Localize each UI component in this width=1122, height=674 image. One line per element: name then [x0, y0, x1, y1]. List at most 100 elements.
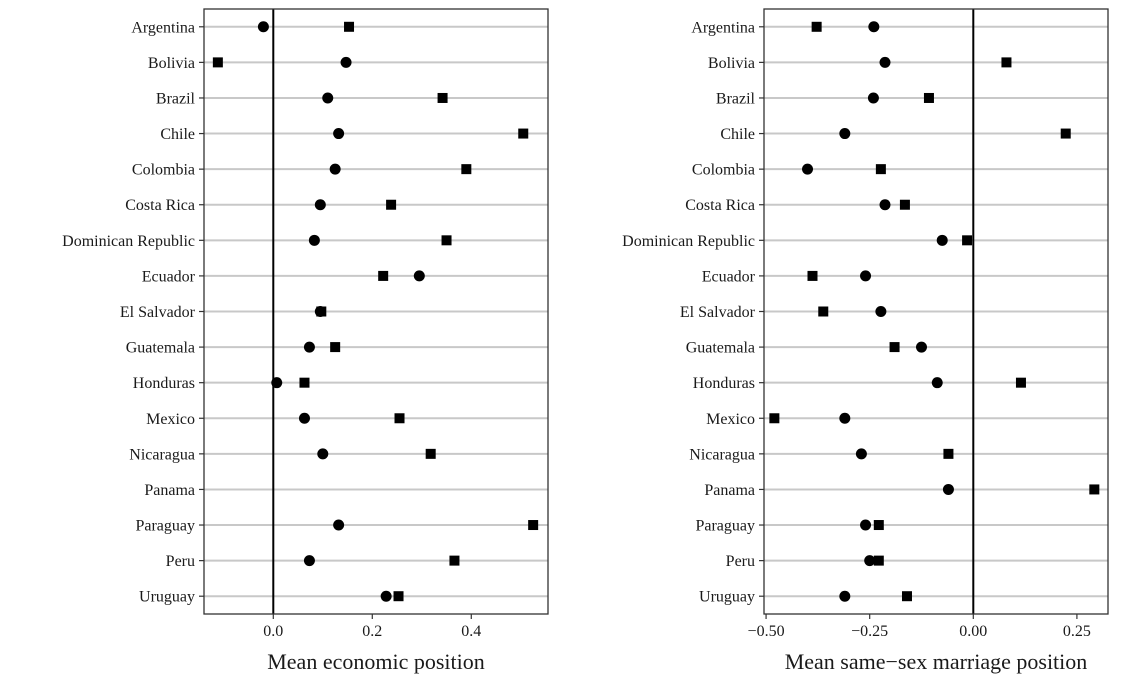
p0-circle-point-nicaragua — [317, 448, 329, 460]
p1-square-point-ecuador — [807, 270, 818, 281]
p1-circle-point-mexico — [839, 412, 851, 424]
p0-square-point-dominican-republic — [441, 235, 452, 246]
p0-x-tick-label-1: 0.2 — [362, 623, 382, 640]
p0-y-tick-label-argentina: Argentina — [131, 19, 195, 36]
p1-circle-point-paraguay — [860, 519, 872, 531]
p0-square-point-costa-rica — [386, 199, 397, 210]
p1-circle-point-ecuador — [860, 270, 872, 282]
p1-y-tick-label-costa-rica: Costa Rica — [685, 197, 755, 214]
p0-circle-point-dominican-republic — [308, 234, 320, 246]
p1-x-axis-title: Mean same−sex marriage position — [785, 649, 1088, 674]
p0-y-tick-label-chile: Chile — [160, 126, 195, 143]
p1-y-tick-label-brazil: Brazil — [716, 90, 756, 107]
p1-x-tick-label-1: −0.25 — [851, 623, 888, 640]
p0-square-point-peru — [449, 555, 460, 566]
p0-y-tick-label-colombia: Colombia — [132, 162, 195, 179]
p0-circle-point-paraguay — [333, 519, 345, 531]
p0-y-tick-label-brazil: Brazil — [156, 90, 196, 107]
p1-circle-point-honduras — [931, 377, 943, 389]
p0-y-tick-label-guatemala: Guatemala — [126, 340, 195, 357]
p1-y-tick-label-colombia: Colombia — [692, 162, 755, 179]
p0-square-point-mexico — [394, 413, 405, 424]
p1-circle-point-costa-rica — [879, 199, 891, 211]
p0-circle-point-honduras — [271, 377, 283, 389]
p1-square-point-chile — [1060, 128, 1071, 139]
p1-y-tick-label-guatemala: Guatemala — [686, 340, 755, 357]
p1-square-point-colombia — [875, 164, 886, 175]
p1-circle-point-dominican-republic — [936, 234, 948, 246]
economic-position-panel: Argentina Bolivia Brazil Chile Colombia Costa… — [62, 8, 549, 674]
p1-square-point-peru — [873, 555, 884, 566]
p0-square-point-honduras — [299, 377, 310, 388]
p1-circle-point-argentina — [868, 21, 880, 33]
p0-circle-point-brazil — [322, 92, 334, 104]
p0-x-axis-title: Mean economic position — [267, 649, 485, 674]
p0-square-point-ecuador — [378, 270, 389, 281]
p1-square-point-bolivia — [1001, 57, 1012, 68]
p1-x-tick-label-2: 0.00 — [959, 623, 987, 640]
p1-square-point-brazil — [923, 92, 934, 103]
same-sex-marriage-position-panel: Argentina Bolivia Brazil Chile Colombia Costa… — [622, 8, 1109, 674]
p0-y-tick-label-el-salvador: El Salvador — [120, 304, 196, 321]
p0-circle-point-guatemala — [303, 341, 315, 353]
p1-y-tick-label-el-salvador: El Salvador — [680, 304, 756, 321]
p0-y-tick-label-honduras: Honduras — [133, 375, 195, 392]
p1-square-point-dominican-republic — [962, 235, 973, 246]
p1-square-point-honduras — [1015, 377, 1026, 388]
p1-y-tick-label-dominican-republic: Dominican Republic — [622, 233, 755, 250]
p1-circle-point-brazil — [867, 92, 879, 104]
p0-square-point-uruguay — [393, 591, 404, 602]
p1-plot-border — [763, 8, 1109, 615]
p1-circle-point-chile — [839, 128, 851, 140]
p1-square-point-panama — [1089, 484, 1100, 495]
p1-y-tick-label-chile: Chile — [720, 126, 755, 143]
p1-y-tick-label-ecuador: Ecuador — [702, 268, 756, 285]
p0-y-tick-label-paraguay: Paraguay — [135, 518, 195, 535]
p1-circle-point-peru — [864, 555, 876, 567]
p1-y-tick-label-panama: Panama — [704, 482, 755, 499]
p0-circle-point-costa-rica — [314, 199, 326, 211]
p0-y-tick-label-mexico: Mexico — [146, 411, 195, 428]
p1-y-tick-label-mexico: Mexico — [706, 411, 755, 428]
p1-square-point-el-salvador — [818, 306, 829, 317]
p0-circle-point-colombia — [329, 163, 341, 175]
p0-circle-point-peru — [303, 555, 315, 567]
p1-y-tick-label-bolivia: Bolivia — [708, 55, 755, 72]
p1-square-point-nicaragua — [943, 448, 954, 459]
p0-circle-point-bolivia — [340, 56, 352, 68]
p0-square-point-brazil — [437, 92, 448, 103]
p0-y-tick-label-uruguay: Uruguay — [139, 589, 195, 606]
p0-square-point-chile — [518, 128, 529, 139]
p0-circle-point-argentina — [257, 21, 269, 33]
p1-circle-point-el-salvador — [875, 306, 887, 317]
p0-x-tick-label-0: 0.0 — [263, 623, 283, 640]
p1-square-point-argentina — [811, 21, 822, 32]
p0-y-tick-label-ecuador: Ecuador — [142, 268, 196, 285]
p1-y-tick-label-uruguay: Uruguay — [699, 589, 755, 606]
p1-y-tick-label-argentina: Argentina — [691, 19, 755, 36]
p0-square-point-paraguay — [528, 520, 539, 531]
p0-circle-point-mexico — [298, 412, 310, 424]
p1-square-point-paraguay — [873, 520, 884, 531]
p0-square-point-nicaragua — [425, 448, 436, 459]
p1-y-tick-label-peru: Peru — [726, 553, 755, 570]
p1-square-point-costa-rica — [899, 199, 910, 210]
p0-circle-point-ecuador — [413, 270, 425, 282]
p0-square-point-argentina — [344, 21, 355, 32]
p0-y-tick-label-nicaragua: Nicaragua — [129, 446, 195, 463]
p0-y-tick-label-peru: Peru — [166, 553, 195, 570]
p0-square-point-colombia — [461, 164, 472, 175]
p1-x-tick-label-0: −0.50 — [748, 623, 785, 640]
p1-circle-point-panama — [942, 483, 954, 495]
p0-square-point-bolivia — [212, 57, 223, 68]
p0-plot-border — [203, 8, 549, 615]
p1-circle-point-bolivia — [879, 56, 891, 68]
p0-y-tick-label-bolivia: Bolivia — [148, 55, 195, 72]
p1-circle-point-nicaragua — [855, 448, 867, 460]
p0-y-tick-label-panama: Panama — [144, 482, 195, 499]
p0-circle-point-el-salvador — [314, 306, 326, 317]
p0-y-tick-label-costa-rica: Costa Rica — [125, 197, 195, 214]
p0-x-tick-label-2: 0.4 — [461, 623, 481, 640]
p0-circle-point-chile — [333, 128, 345, 140]
